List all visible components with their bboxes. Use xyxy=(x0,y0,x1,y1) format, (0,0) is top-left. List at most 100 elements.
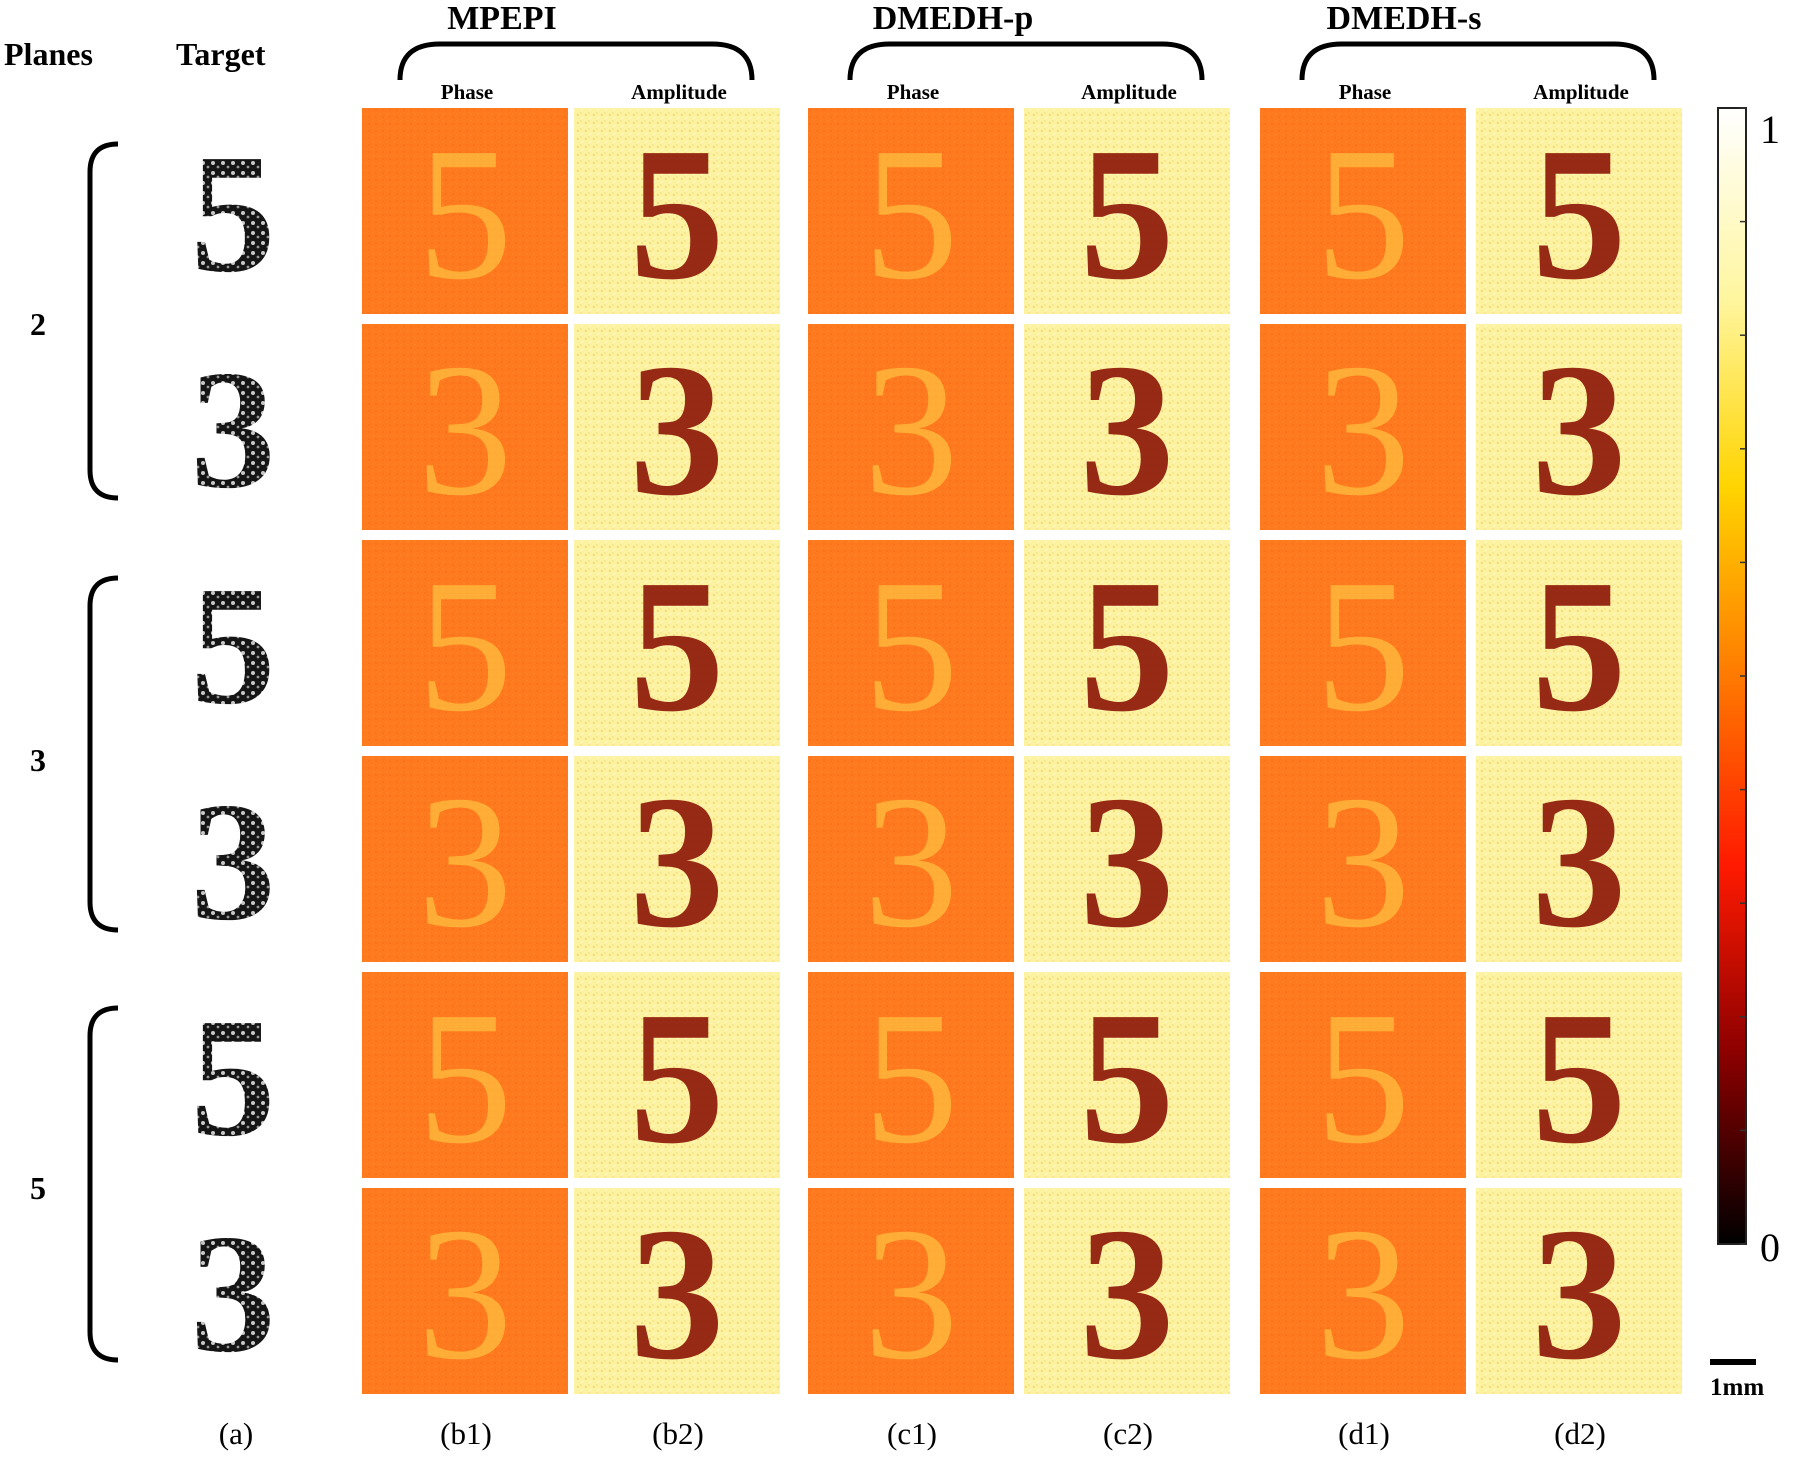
panel-dmedh-s-amplitude-row-6: 3 xyxy=(1476,1188,1682,1400)
panel-dmedh-p-phase-row-4: 3 xyxy=(808,756,1014,968)
col-label-c2: (c2) xyxy=(1103,1416,1153,1451)
panel-digit: 5 xyxy=(418,110,513,320)
panel-dmedh-s-phase-row-4: 3 xyxy=(1260,756,1466,968)
panel-dmedh-p-phase-row-5: 5 xyxy=(808,972,1014,1184)
panel-target-row-3: 5 xyxy=(168,540,298,746)
panel-digit: 5 xyxy=(1532,110,1627,320)
panel-mpepi-amplitude-row-1: 5 xyxy=(574,108,780,320)
phase-label-dmedh-p: Phase xyxy=(886,80,940,104)
panel-grid: 5 5 5 5 5 5 53 3 3 3 3 3 35 5 5 5 5 5 53 3 3 3 3 3 35 5 5 5 5 5 53 3 3 3 3… xyxy=(168,108,1682,1400)
panel-mpepi-phase-row-5: 5 xyxy=(362,972,568,1184)
panel-dmedh-s-phase-row-2: 3 xyxy=(1260,324,1466,536)
panel-dmedh-s-phase-row-5: 5 xyxy=(1260,972,1466,1184)
panel-mpepi-amplitude-row-3: 5 xyxy=(574,540,780,752)
method-title-dmedh-s: DMEDH-s xyxy=(1326,0,1482,37)
plane-brace-3 xyxy=(87,575,119,933)
panel-digit: 5 xyxy=(864,974,959,1184)
panel-digit: 5 xyxy=(864,110,959,320)
panel-digit: 5 xyxy=(1080,110,1175,320)
panel-target-row-4: 3 xyxy=(168,756,298,962)
col-label-d2: (d2) xyxy=(1554,1416,1606,1451)
panel-digit: 5 xyxy=(1316,542,1411,752)
panel-digit: 3 xyxy=(1316,1190,1411,1400)
panel-mpepi-phase-row-2: 3 xyxy=(362,324,568,536)
panel-digit: 3 xyxy=(418,758,513,968)
panel-dmedh-p-phase-row-3: 5 xyxy=(808,540,1014,752)
amplitude-label-mpepi: Amplitude xyxy=(631,80,727,104)
panel-dmedh-s-amplitude-row-4: 3 xyxy=(1476,756,1682,968)
panel-target-row-2: 3 xyxy=(168,324,298,530)
colorbar-ticks xyxy=(1740,107,1746,1245)
panel-mpepi-amplitude-row-4: 3 xyxy=(574,756,780,968)
panel-dmedh-s-phase-row-1: 5 xyxy=(1260,108,1466,320)
panel-digit: 3 xyxy=(191,768,276,956)
panel-digit: 5 xyxy=(1080,974,1175,1184)
panel-digit: 3 xyxy=(864,1190,959,1400)
panel-digit: 3 xyxy=(864,326,959,536)
panel-digit: 3 xyxy=(1316,326,1411,536)
panel-dmedh-p-phase-row-6: 3 xyxy=(808,1188,1014,1400)
panel-mpepi-amplitude-row-2: 3 xyxy=(574,324,780,536)
panel-target-row-6: 3 xyxy=(168,1188,298,1394)
panel-digit: 5 xyxy=(418,974,513,1184)
panel-digit: 5 xyxy=(1532,974,1627,1184)
panel-digit: 5 xyxy=(191,552,276,740)
panel-digit: 3 xyxy=(191,336,276,524)
panel-dmedh-p-amplitude-row-6: 3 xyxy=(1024,1188,1230,1400)
col-label-a: (a) xyxy=(218,1416,254,1451)
panel-digit: 3 xyxy=(1080,758,1175,968)
plane-label-3: 3 xyxy=(30,742,46,778)
panel-dmedh-s-amplitude-row-2: 3 xyxy=(1476,324,1682,536)
panel-digit: 3 xyxy=(864,758,959,968)
col-label-c1: (c1) xyxy=(887,1416,937,1451)
colorbar-min-label: 0 xyxy=(1760,1225,1780,1270)
panel-digit: 3 xyxy=(418,326,513,536)
panel-dmedh-s-phase-row-6: 3 xyxy=(1260,1188,1466,1400)
plane-label-5: 5 xyxy=(30,1170,46,1206)
panel-digit: 3 xyxy=(1532,758,1627,968)
panel-mpepi-phase-row-6: 3 xyxy=(362,1188,568,1400)
method-brace-mpepi xyxy=(397,41,755,81)
panel-digit: 5 xyxy=(191,984,276,1172)
amplitude-label-dmedh-s: Amplitude xyxy=(1533,80,1629,104)
panel-target-row-1: 5 xyxy=(168,108,298,314)
scalebar-label: 1mm xyxy=(1710,1374,1765,1401)
panel-digit: 5 xyxy=(1080,542,1175,752)
panel-digit: 5 xyxy=(630,974,725,1184)
method-title-dmedh-p: DMEDH-p xyxy=(872,0,1034,37)
panel-dmedh-p-amplitude-row-5: 5 xyxy=(1024,972,1230,1184)
panel-digit: 3 xyxy=(1316,758,1411,968)
colorbar xyxy=(1717,107,1747,1245)
panel-mpepi-amplitude-row-6: 3 xyxy=(574,1188,780,1400)
method-brace-dmedh-s xyxy=(1299,41,1657,81)
method-brace-dmedh-p xyxy=(847,41,1205,81)
panel-mpepi-amplitude-row-5: 5 xyxy=(574,972,780,1184)
panel-dmedh-s-amplitude-row-3: 5 xyxy=(1476,540,1682,752)
panel-digit: 3 xyxy=(630,326,725,536)
phase-label-mpepi: Phase xyxy=(440,80,494,104)
panel-dmedh-p-amplitude-row-1: 5 xyxy=(1024,108,1230,320)
panel-dmedh-p-phase-row-1: 5 xyxy=(808,108,1014,320)
panel-digit: 5 xyxy=(630,542,725,752)
target-header: Target xyxy=(176,36,266,72)
colorbar-max-label: 1 xyxy=(1760,107,1780,152)
panel-digit: 3 xyxy=(191,1200,276,1388)
panel-digit: 3 xyxy=(418,1190,513,1400)
panel-digit: 5 xyxy=(1316,110,1411,320)
panel-digit: 3 xyxy=(1532,326,1627,536)
panel-digit: 5 xyxy=(1316,974,1411,1184)
panel-digit: 3 xyxy=(1532,1190,1627,1400)
panel-dmedh-p-phase-row-2: 3 xyxy=(808,324,1014,536)
plane-brace-2 xyxy=(87,141,119,501)
panel-digit: 3 xyxy=(1080,326,1175,536)
panel-digit: 5 xyxy=(630,110,725,320)
panel-digit: 3 xyxy=(1080,1190,1175,1400)
method-title-mpepi: MPEPI xyxy=(447,0,557,37)
panel-digit: 3 xyxy=(630,1190,725,1400)
panel-dmedh-s-amplitude-row-1: 5 xyxy=(1476,108,1682,320)
phase-label-dmedh-s: Phase xyxy=(1338,80,1392,104)
col-label-b1: (b1) xyxy=(440,1416,492,1451)
panel-dmedh-p-amplitude-row-3: 5 xyxy=(1024,540,1230,752)
panel-mpepi-phase-row-4: 3 xyxy=(362,756,568,968)
